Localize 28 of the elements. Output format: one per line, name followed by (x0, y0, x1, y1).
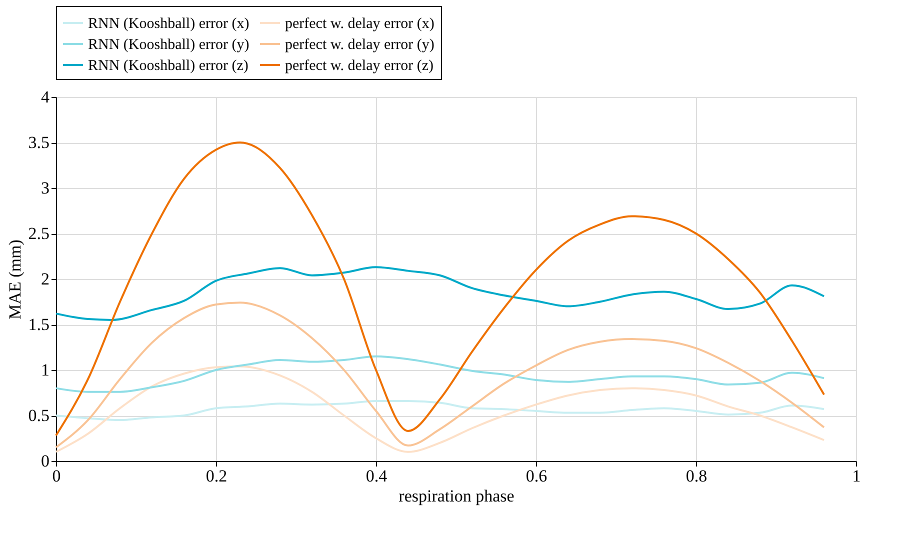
legend-label: perfect w. delay error (z) (285, 58, 434, 74)
y-tick-label: 0 (41, 452, 50, 470)
x-tick-label: 0.6 (526, 466, 548, 486)
line-series (55, 302, 825, 448)
x-tick-label: 0.2 (206, 466, 228, 486)
legend-label: RNN (Kooshball) error (y) (88, 37, 250, 53)
y-tick-label: 1 (41, 360, 50, 380)
y-tick-label: 2.5 (28, 224, 50, 243)
line-series (55, 400, 825, 422)
y-tick-label: 2 (41, 270, 50, 288)
line-series (55, 355, 825, 393)
y-tick-label: 1.5 (28, 315, 50, 334)
legend-label: RNN (Kooshball) error (x) (88, 16, 250, 32)
y-axis-title: MAE (mm) (5, 240, 24, 320)
legend-label: RNN (Kooshball) error (z) (88, 58, 248, 74)
x-tick-label: 0.4 (366, 466, 388, 486)
line-series (55, 266, 825, 321)
y-tick-label: 0.5 (28, 406, 50, 425)
y-tick-label: 3.5 (28, 133, 50, 152)
line-series (55, 142, 825, 437)
line-series (55, 365, 825, 453)
x-tick-label: 0.8 (686, 466, 708, 486)
y-tick-label: 4 (41, 88, 50, 106)
x-axis-title: respiration phase (398, 486, 514, 506)
x-tick-label: 1 (852, 466, 861, 486)
legend-label: perfect w. delay error (y) (285, 37, 434, 53)
y-tick-label: 3 (41, 178, 50, 198)
legend-label: perfect w. delay error (x) (285, 16, 434, 32)
